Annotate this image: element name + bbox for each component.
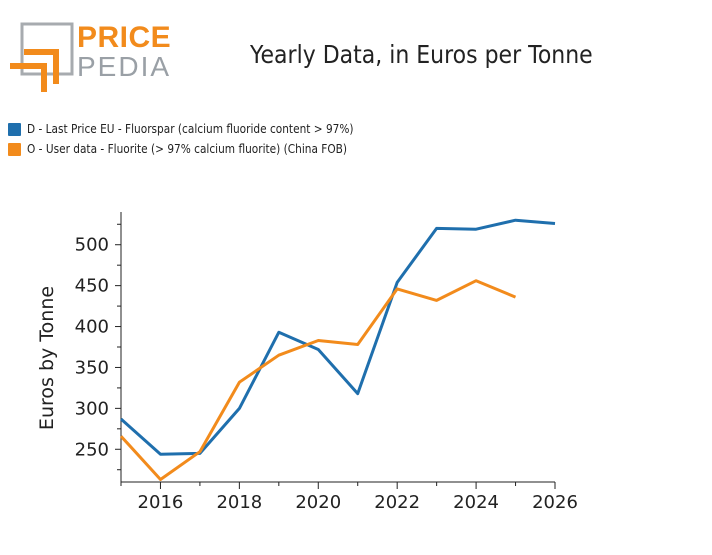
x-tick-label: 2020 [295, 492, 341, 513]
y-tick-label: 300 [75, 398, 109, 419]
x-tick-label: 2022 [374, 492, 420, 513]
logo-mark-icon [10, 22, 74, 92]
legend-item-china[interactable]: O - User data - Fluorite (> 97% calcium … [8, 139, 398, 159]
y-tick-label: 400 [75, 317, 109, 338]
legend-swatch-china [8, 142, 21, 156]
y-tick-label: 500 [75, 235, 109, 256]
x-tick-label: 2024 [453, 492, 499, 513]
pricepedia-logo [8, 20, 168, 92]
legend-swatch-eu [8, 122, 21, 136]
y-tick-label: 250 [75, 439, 109, 460]
x-tick-label: 2016 [138, 492, 184, 513]
logo-word-price: PRICE [77, 21, 172, 54]
y-axis-title: Euros by Tonne [36, 286, 58, 430]
x-tick-label: 2018 [216, 492, 262, 513]
chart-title: Yearly Data, in Euros per Tonne [250, 40, 593, 69]
chart-legend: D - Last Price EU - Fluorspar (calcium f… [8, 119, 398, 159]
series-line-china-fluorite[interactable] [119, 279, 517, 481]
logo-wordmark: PRICE PEDIA [77, 23, 171, 81]
series-line-eu-fluorspar[interactable] [120, 218, 556, 456]
y-tick-label: 450 [75, 276, 109, 297]
y-tick-label: 350 [75, 357, 109, 378]
legend-label-china: O - User data - Fluorite (> 97% calcium … [27, 142, 348, 156]
x-tick-label: 2026 [532, 492, 578, 513]
logo-word-pedia: PEDIA [77, 51, 172, 82]
legend-label-eu: D - Last Price EU - Fluorspar (calcium f… [27, 122, 354, 136]
legend-item-eu[interactable]: D - Last Price EU - Fluorspar (calcium f… [8, 119, 398, 139]
